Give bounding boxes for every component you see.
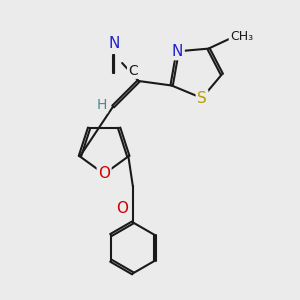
Text: S: S xyxy=(197,91,207,106)
Text: O: O xyxy=(116,201,128,216)
Text: N: N xyxy=(108,36,119,51)
Text: CH₃: CH₃ xyxy=(230,30,253,43)
Text: H: H xyxy=(97,98,107,112)
Text: O: O xyxy=(98,167,110,182)
Text: N: N xyxy=(172,44,183,59)
Text: C: C xyxy=(128,64,138,77)
